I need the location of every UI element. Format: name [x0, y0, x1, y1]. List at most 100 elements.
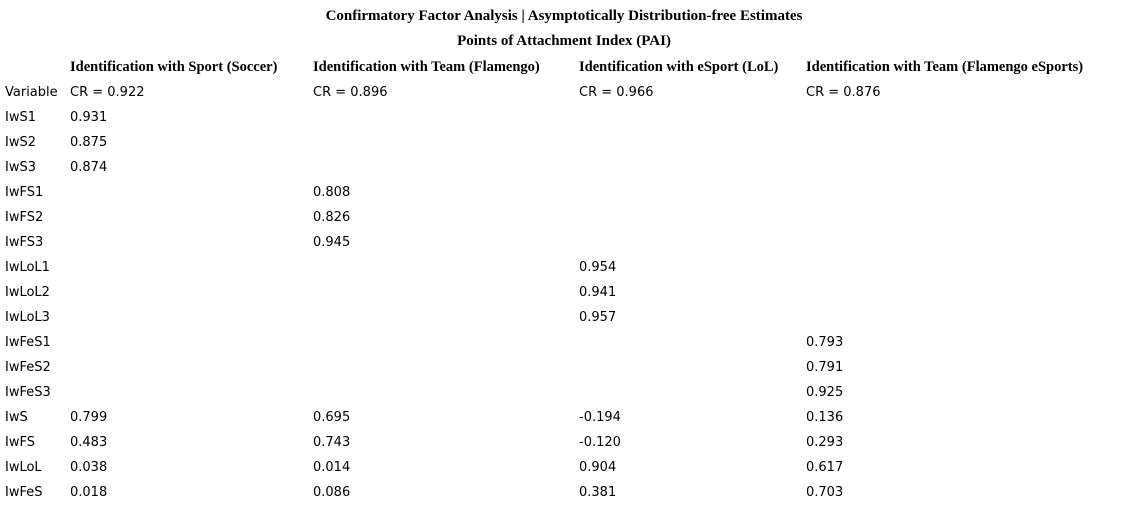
loading-value-cell: 0.018 [70, 485, 108, 500]
variable-cell: IwS3 [5, 160, 36, 175]
loading-value-cell: 0.904 [579, 460, 617, 475]
loading-value-cell: 0.925 [806, 385, 844, 400]
report-title: Confirmatory Factor Analysis | Asymptoti… [325, 8, 803, 24]
loading-value-cell: 0.791 [806, 360, 844, 375]
variable-cell: IwFeS3 [5, 385, 51, 400]
variable-cell: IwS1 [5, 110, 36, 125]
loading-value-cell [70, 330, 313, 355]
table-row: IwS1 0.931 [5, 105, 1128, 130]
loading-value-cell: 0.038 [70, 460, 108, 475]
loading-value-cell [70, 280, 313, 305]
loading-value-cell: 0.954 [579, 260, 617, 275]
loading-value-cell: 0.941 [579, 285, 617, 300]
loading-value-cell [579, 330, 806, 355]
variable-cell: IwLoL2 [5, 285, 50, 300]
loading-value-cell [313, 155, 579, 180]
loading-value-cell: 0.483 [70, 435, 108, 450]
variable-cell: IwFS1 [5, 185, 44, 200]
loading-value-cell [806, 105, 1128, 130]
loading-value-cell [579, 205, 806, 230]
factor-header-team-flamengo-esports: Identification with Team (Flamengo eSpor… [806, 59, 1084, 75]
table-row: IwLoL2 0.941 [5, 280, 1128, 305]
loading-value-cell [806, 305, 1128, 330]
loading-value-cell: 0.945 [313, 235, 351, 250]
loading-value-cell: 0.875 [70, 135, 108, 150]
report-subtitle: Points of Attachment Index (PAI) [457, 33, 671, 49]
loading-value-cell [579, 355, 806, 380]
loading-value-cell [313, 130, 579, 155]
loading-value-cell [806, 205, 1128, 230]
loading-value-cell: 0.381 [579, 485, 617, 500]
table-row: IwFS3 0.945 [5, 230, 1128, 255]
loading-value-cell: 0.743 [313, 435, 351, 450]
table-row: IwS3 0.874 [5, 155, 1128, 180]
loading-value-cell: 0.014 [313, 460, 351, 475]
table-body: IwS1 0.931 IwS2 0.875 IwS3 0.874 IwFS1 0.808 IwF… [5, 105, 1128, 505]
loading-value-cell: 0.931 [70, 110, 108, 125]
loading-value-cell: 0.617 [806, 460, 844, 475]
cr-value-sport-soccer: CR = 0.922 [70, 85, 145, 100]
loading-value-cell: 0.703 [806, 485, 844, 500]
loading-value-cell [313, 105, 579, 130]
loading-value-cell [579, 130, 806, 155]
loading-value-cell [579, 230, 806, 255]
loading-value-cell [806, 230, 1128, 255]
factor-header-sport-soccer: Identification with Sport (Soccer) [70, 59, 278, 75]
loading-value-cell [70, 255, 313, 280]
table-row: IwFS2 0.826 [5, 205, 1128, 230]
loading-value-cell [806, 280, 1128, 305]
loading-value-cell: -0.194 [579, 410, 621, 425]
loading-value-cell [70, 380, 313, 405]
table-row: IwLoL1 0.954 [5, 255, 1128, 280]
variable-cell: IwFeS [5, 485, 43, 500]
corner-empty-cell [5, 55, 70, 80]
loading-value-cell [313, 380, 579, 405]
loading-value-cell: 0.957 [579, 310, 617, 325]
cfa-table: Identification with Sport (Soccer) Ident… [5, 55, 1128, 505]
loading-value-cell [313, 355, 579, 380]
loading-value-cell: 0.293 [806, 435, 844, 450]
loading-value-cell [806, 255, 1128, 280]
loading-value-cell [579, 180, 806, 205]
variable-cell: IwFeS1 [5, 335, 51, 350]
cr-value-esport-lol: CR = 0.966 [579, 85, 654, 100]
cr-value-team-flamengo-esports: CR = 0.876 [806, 85, 881, 100]
loading-value-cell [70, 230, 313, 255]
loading-value-cell [579, 380, 806, 405]
loading-value-cell: 0.695 [313, 410, 351, 425]
variable-cell: IwLoL3 [5, 310, 50, 325]
loading-value-cell: 0.793 [806, 335, 844, 350]
table-row: IwLoL 0.038 0.014 0.904 0.617 [5, 455, 1128, 480]
factor-header-esport-lol: Identification with eSport (LoL) [579, 59, 779, 75]
loading-value-cell: -0.120 [579, 435, 621, 450]
variable-cell: IwFS3 [5, 235, 44, 250]
loading-value-cell: 0.826 [313, 210, 351, 225]
loading-value-cell [70, 305, 313, 330]
loading-value-cell [70, 355, 313, 380]
table-row: IwS2 0.875 [5, 130, 1128, 155]
loading-value-cell: 0.136 [806, 410, 844, 425]
loading-value-cell [313, 255, 579, 280]
variable-cell: IwFS [5, 435, 35, 450]
factor-header-row: Identification with Sport (Soccer) Ident… [5, 55, 1128, 80]
table-row: IwFeS2 0.791 [5, 355, 1128, 380]
variable-cell: IwFS2 [5, 210, 44, 225]
table-row: IwLoL3 0.957 [5, 305, 1128, 330]
cr-value-team-flamengo: CR = 0.896 [313, 85, 388, 100]
loading-value-cell: 0.086 [313, 485, 351, 500]
variable-cell: IwFeS2 [5, 360, 51, 375]
table-header: Identification with Sport (Soccer) Ident… [5, 55, 1128, 105]
variable-column-header: Variable [5, 85, 58, 100]
table-row: IwFeS1 0.793 [5, 330, 1128, 355]
table-row: IwFS 0.483 0.743 -0.120 0.293 [5, 430, 1128, 455]
loading-value-cell [579, 105, 806, 130]
table-row: IwFeS 0.018 0.086 0.381 0.703 [5, 480, 1128, 505]
loading-value-cell: 0.799 [70, 410, 108, 425]
loading-value-cell [313, 280, 579, 305]
loading-value-cell [313, 305, 579, 330]
loading-value-cell [313, 330, 579, 355]
variable-cell: IwLoL [5, 460, 42, 475]
loading-value-cell [806, 180, 1128, 205]
table-row: IwFeS3 0.925 [5, 380, 1128, 405]
